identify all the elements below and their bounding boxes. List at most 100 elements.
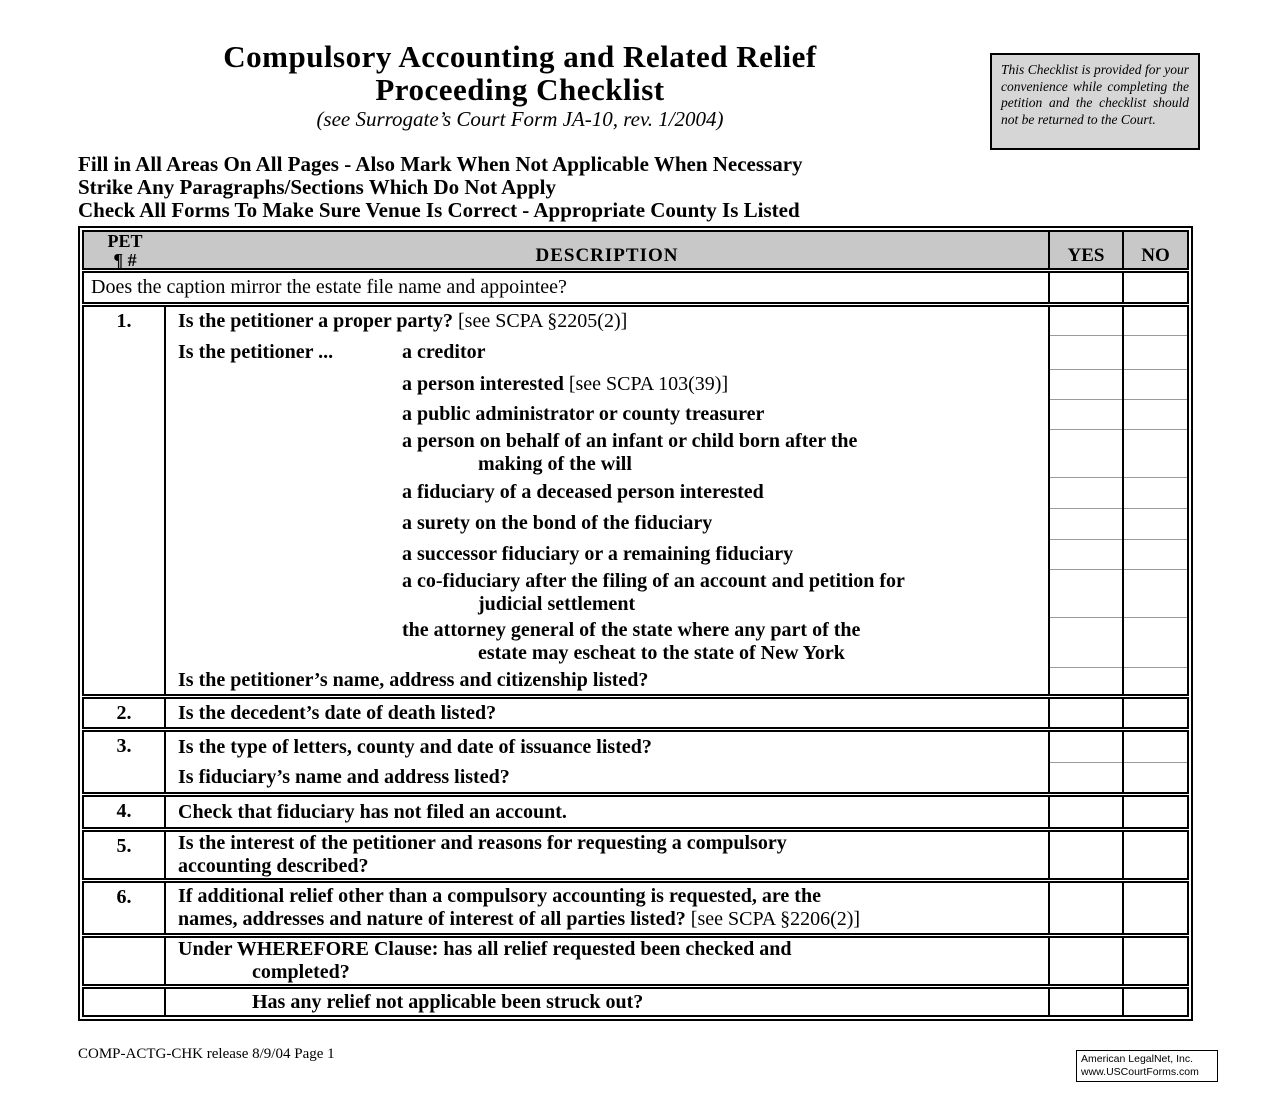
no-column <box>1122 307 1187 694</box>
description-line: a successor fiduciary or a remaining fid… <box>166 543 1048 566</box>
description-line: Is the type of letters, county and date … <box>166 736 1048 759</box>
no-checkbox-cell[interactable] <box>1124 569 1187 617</box>
no-checkbox-cell[interactable] <box>1124 699 1187 727</box>
bold-text: a person on behalf of an infant or child… <box>402 430 858 452</box>
description-column-header: DESCRIPTION <box>535 245 679 266</box>
pet-number: 4. <box>116 800 132 822</box>
description-item: Under WHEREFORE Clause: has all relief r… <box>166 938 1048 984</box>
no-checkbox-cell[interactable] <box>1124 273 1187 302</box>
yes-checkbox-cell[interactable] <box>1050 989 1122 1015</box>
yes-checkbox-cell[interactable] <box>1050 938 1122 984</box>
bold-text: Under WHEREFORE Clause: has all relief r… <box>178 938 792 960</box>
yes-column <box>1048 732 1122 792</box>
lead-label: Is the petitioner ... <box>178 340 334 363</box>
pet-number-cell: 4. <box>84 797 166 827</box>
bold-text: making of the will <box>478 453 632 475</box>
bold-text: Has any relief not applicable been struc… <box>252 990 644 1013</box>
yes-column <box>1048 797 1122 827</box>
yes-column <box>1048 938 1122 984</box>
no-checkbox-cell[interactable] <box>1124 883 1187 933</box>
yes-checkbox-cell[interactable] <box>1050 762 1122 792</box>
yes-checkbox-cell[interactable] <box>1050 307 1122 335</box>
pet-number-cell <box>84 989 166 1015</box>
no-checkbox-cell[interactable] <box>1124 335 1187 369</box>
checklist-table: PET ¶ # DESCRIPTION YES NO Does the caption m… <box>78 226 1193 1021</box>
no-checkbox-cell[interactable] <box>1124 762 1187 792</box>
pet-number: 6. <box>116 886 132 908</box>
yes-checkbox-cell[interactable] <box>1050 369 1122 399</box>
yes-checkbox-cell[interactable] <box>1050 832 1122 878</box>
yes-checkbox-cell[interactable] <box>1050 699 1122 727</box>
description-column: Does the caption mirror the estate file … <box>84 273 1048 302</box>
description-item: Is the petitioner’s name, address and ci… <box>166 667 1048 694</box>
no-checkbox-cell[interactable] <box>1124 508 1187 539</box>
yes-checkbox-cell[interactable] <box>1050 399 1122 429</box>
pet-number-cell: 1. <box>84 307 166 694</box>
bold-text: names, addresses and nature of interest … <box>178 908 686 930</box>
no-column <box>1122 883 1187 933</box>
yes-checkbox-cell[interactable] <box>1050 797 1122 827</box>
table-header-row: PET ¶ # DESCRIPTION YES NO <box>82 230 1189 270</box>
yes-column <box>1048 883 1122 933</box>
description-line: Under WHEREFORE Clause: has all relief r… <box>166 938 1048 961</box>
pet-header-line1: PET <box>107 231 143 251</box>
no-checkbox-cell[interactable] <box>1124 307 1187 335</box>
yes-checkbox-cell[interactable] <box>1050 732 1122 762</box>
bold-text: Is fiduciary’s name and address listed? <box>178 765 510 788</box>
no-checkbox-cell[interactable] <box>1124 667 1187 694</box>
description-item: a person on behalf of an infant or child… <box>166 429 1048 477</box>
pet-number-cell: 3. <box>84 732 166 792</box>
page-title-line1: Compulsory Accounting and Related Relief <box>223 39 817 74</box>
instruction-line-1: Fill in All Areas On All Pages - Also Ma… <box>78 152 803 176</box>
no-checkbox-cell[interactable] <box>1124 539 1187 569</box>
no-checkbox-cell[interactable] <box>1124 617 1187 667</box>
description-line: Check that fiduciary has not filed an ac… <box>166 801 1048 824</box>
no-checkbox-cell[interactable] <box>1124 989 1187 1015</box>
description-line: Is the petitioner’s name, address and ci… <box>166 669 1048 692</box>
description-line: a surety on the bond of the fiduciary <box>166 512 1048 535</box>
yes-checkbox-cell[interactable] <box>1050 508 1122 539</box>
legalnet-company: American LegalNet, Inc. <box>1081 1053 1194 1065</box>
table-row: 4. Check that fiduciary has not filed an … <box>82 795 1189 829</box>
yes-checkbox-cell[interactable] <box>1050 273 1122 302</box>
no-column <box>1122 832 1187 878</box>
no-checkbox-cell[interactable] <box>1124 399 1187 429</box>
no-checkbox-cell[interactable] <box>1124 429 1187 477</box>
notice-box: This Checklist is provided for your conv… <box>990 53 1200 150</box>
description-line: estate may escheat to the state of New Y… <box>166 642 1048 665</box>
page-subtitle: (see Surrogate’s Court Form JA-10, rev. … <box>316 107 724 131</box>
description-line: Is the petitioner ... a creditor <box>166 341 1048 364</box>
description-column: Has any relief not applicable been struc… <box>166 989 1048 1015</box>
bold-text: judicial settlement <box>478 593 636 615</box>
regular-text: [see SCPA 103(39)] <box>563 372 729 395</box>
description-item: Is the decedent’s date of death listed? <box>166 699 1048 727</box>
yes-checkbox-cell[interactable] <box>1050 539 1122 569</box>
pet-number: 1. <box>116 310 132 332</box>
description-line: a co-fiduciary after the filing of an ac… <box>166 570 1048 593</box>
description-line: completed? <box>166 961 1048 984</box>
yes-checkbox-cell[interactable] <box>1050 883 1122 933</box>
no-checkbox-cell[interactable] <box>1124 477 1187 508</box>
yes-checkbox-cell[interactable] <box>1050 429 1122 477</box>
yes-checkbox-cell[interactable] <box>1050 617 1122 667</box>
yes-checkbox-cell[interactable] <box>1050 569 1122 617</box>
bold-text: Is the petitioner’s name, address and ci… <box>178 669 649 691</box>
pet-column-header: PET ¶ # <box>84 232 166 270</box>
footer-release-text: COMP-ACTG-CHK release 8/9/04 Page 1 <box>78 1046 335 1062</box>
yes-checkbox-cell[interactable] <box>1050 477 1122 508</box>
no-checkbox-cell[interactable] <box>1124 797 1187 827</box>
no-checkbox-cell[interactable] <box>1124 832 1187 878</box>
description-line: the attorney general of the state where … <box>166 619 1048 642</box>
description-column: If additional relief other than a compul… <box>166 883 1048 933</box>
yes-checkbox-cell[interactable] <box>1050 335 1122 369</box>
description-line: Is the petitioner a proper party? [see S… <box>166 310 1048 333</box>
yes-checkbox-cell[interactable] <box>1050 667 1122 694</box>
no-checkbox-cell[interactable] <box>1124 938 1187 984</box>
description-line: names, addresses and nature of interest … <box>166 908 1048 931</box>
no-checkbox-cell[interactable] <box>1124 369 1187 399</box>
description-line: making of the will <box>166 453 1048 476</box>
bold-text: a person interested <box>402 372 564 395</box>
no-checkbox-cell[interactable] <box>1124 732 1187 762</box>
bold-text: If additional relief other than a compul… <box>178 885 821 907</box>
yes-column <box>1048 273 1122 302</box>
